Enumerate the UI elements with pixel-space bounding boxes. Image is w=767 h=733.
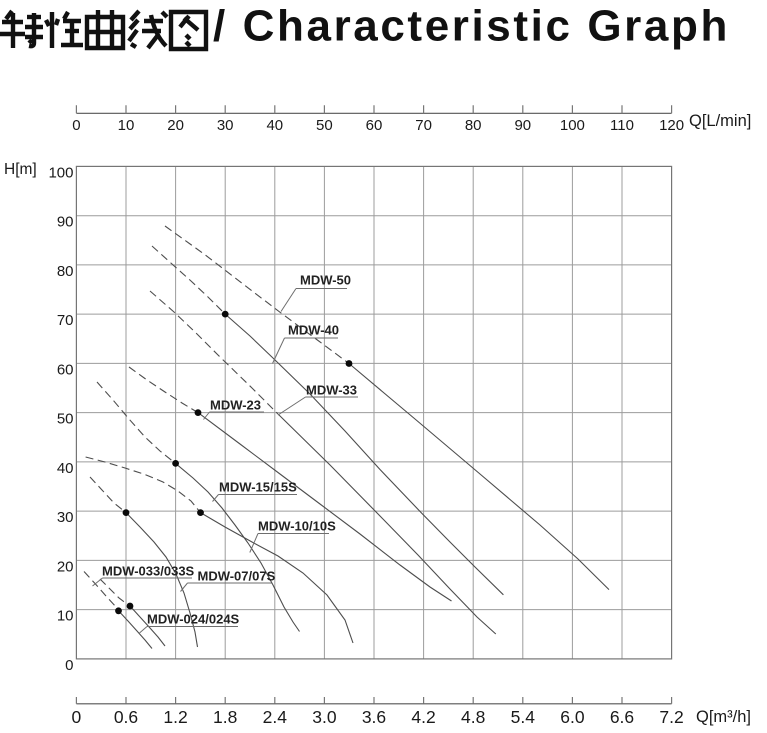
svg-text:3.6: 3.6 — [362, 707, 386, 727]
svg-text:20: 20 — [167, 117, 184, 134]
svg-text:100: 100 — [560, 117, 585, 134]
svg-text:6.6: 6.6 — [610, 707, 634, 727]
svg-text:MDW-50: MDW-50 — [300, 273, 351, 288]
svg-text:70: 70 — [415, 117, 432, 134]
svg-text:90: 90 — [514, 117, 531, 134]
svg-text:0: 0 — [65, 657, 73, 674]
svg-text:0: 0 — [72, 707, 82, 727]
svg-text:50: 50 — [316, 117, 333, 134]
svg-text:90: 90 — [57, 214, 74, 231]
svg-text:60: 60 — [57, 361, 74, 378]
svg-text:30: 30 — [57, 509, 74, 526]
svg-text:70: 70 — [57, 312, 74, 329]
svg-text:MDW-40: MDW-40 — [288, 323, 339, 338]
svg-text:6.0: 6.0 — [560, 707, 585, 727]
svg-text:40: 40 — [266, 117, 283, 134]
svg-text:MDW-23: MDW-23 — [210, 398, 261, 413]
svg-text:MDW-033/033S: MDW-033/033S — [102, 564, 195, 579]
svg-text:100: 100 — [48, 164, 73, 181]
svg-text:40: 40 — [57, 460, 74, 477]
svg-text:110: 110 — [610, 117, 634, 134]
svg-text:MDW-33: MDW-33 — [306, 383, 357, 398]
svg-text:7.2: 7.2 — [659, 707, 683, 727]
svg-text:1.8: 1.8 — [213, 707, 237, 727]
svg-text:0: 0 — [72, 117, 80, 134]
svg-text:Q[L/min]: Q[L/min] — [689, 112, 751, 130]
svg-text:80: 80 — [465, 117, 482, 134]
svg-text:1.2: 1.2 — [163, 707, 187, 727]
svg-text:120: 120 — [659, 117, 684, 134]
svg-text:5.4: 5.4 — [511, 707, 536, 727]
svg-text:2.4: 2.4 — [263, 707, 288, 727]
svg-text:10: 10 — [118, 117, 135, 134]
svg-text:MDW-15/15S: MDW-15/15S — [219, 480, 297, 495]
svg-text:80: 80 — [57, 263, 74, 280]
svg-text:0.6: 0.6 — [114, 707, 138, 727]
svg-text:4.8: 4.8 — [461, 707, 485, 727]
svg-text:MDW-024/024S: MDW-024/024S — [147, 612, 240, 627]
svg-text:30: 30 — [217, 117, 234, 134]
svg-text:MDW-10/10S: MDW-10/10S — [258, 519, 336, 534]
svg-text:20: 20 — [57, 558, 74, 575]
svg-text:MDW-07/07S: MDW-07/07S — [198, 569, 276, 584]
svg-text:/ Characteristic Graph: / Characteristic Graph — [213, 2, 730, 51]
svg-text:50: 50 — [57, 411, 74, 428]
svg-text:3.0: 3.0 — [312, 707, 337, 727]
svg-text:10: 10 — [57, 608, 74, 625]
svg-text:Q[m³/h]: Q[m³/h] — [696, 708, 751, 726]
svg-text:60: 60 — [366, 117, 383, 134]
svg-text:H[m]: H[m] — [4, 161, 37, 178]
svg-text:4.2: 4.2 — [411, 707, 435, 727]
